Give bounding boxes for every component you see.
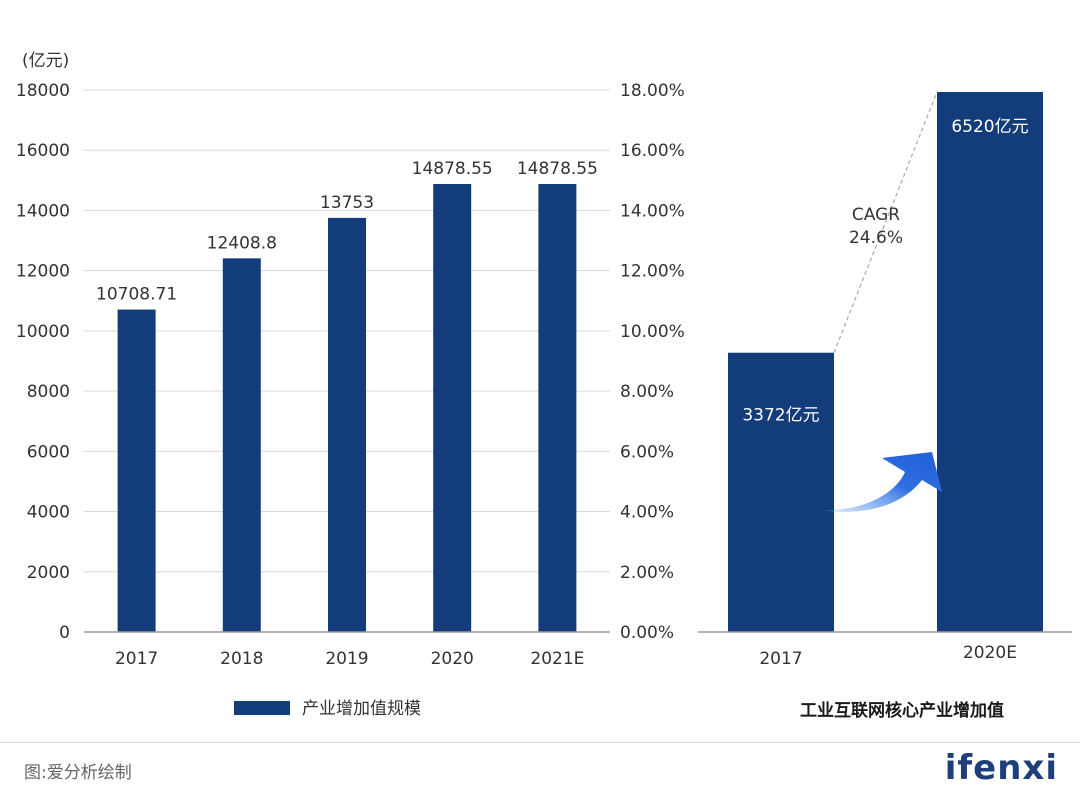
x-tick-label: 2020 bbox=[431, 649, 474, 669]
bar-value-label: 10708.71 bbox=[96, 285, 177, 305]
x-tick-label: 2019 bbox=[325, 649, 368, 669]
x-tick-label: 2020E bbox=[963, 643, 1017, 663]
bar-2020 bbox=[433, 183, 472, 632]
right-bars bbox=[728, 92, 1043, 632]
bar-value-label: 13753 bbox=[320, 193, 374, 213]
y2-tick-label: 12.00% bbox=[620, 262, 685, 282]
y2-tick-label: 10.00% bbox=[620, 322, 685, 342]
y-tick-label: 2000 bbox=[27, 563, 70, 583]
right-chart-title: 工业互联网核心产业增加值 bbox=[800, 700, 1004, 721]
y2-tick-label: 0.00% bbox=[620, 623, 674, 643]
bar-value-label: 3372亿元 bbox=[742, 406, 819, 426]
y-tick-label: 8000 bbox=[27, 382, 70, 402]
right-bar-labels: 3372亿元 6520亿元 bbox=[742, 117, 1028, 426]
x-tick-label: 2018 bbox=[220, 649, 263, 669]
cagr-dashed-line bbox=[833, 91, 938, 353]
cagr-value: 24.6% bbox=[849, 228, 903, 248]
y-tick-label: 14000 bbox=[16, 201, 70, 221]
source-caption: 图:爱分析绘制 bbox=[24, 763, 132, 783]
left-secondary-y-axis-ticks: 0.00% 2.00% 4.00% 6.00% 8.00% 10.00% 12.00% 14.… bbox=[620, 81, 685, 643]
y2-tick-label: 4.00% bbox=[620, 503, 674, 523]
bar-2017 bbox=[117, 309, 156, 632]
bar-2019 bbox=[328, 217, 366, 632]
y-tick-label: 16000 bbox=[16, 141, 70, 161]
legend-swatch bbox=[234, 701, 290, 715]
left-legend: 产业增加值规模 bbox=[234, 699, 421, 719]
left-y-axis-ticks: 0 2000 4000 6000 8000 10000 12000 14000 16000 180… bbox=[16, 81, 70, 643]
bar-2017 bbox=[728, 352, 834, 632]
y-tick-label: 0 bbox=[59, 623, 70, 643]
bar-2020E bbox=[937, 92, 1043, 632]
ifenxi-logo: ifenxi bbox=[944, 748, 1058, 788]
right-x-axis-ticks: 2017 2020E bbox=[759, 643, 1017, 669]
y-tick-label: 12000 bbox=[16, 262, 70, 282]
x-tick-label: 2021E bbox=[530, 649, 584, 669]
cagr-label: CAGR bbox=[852, 205, 900, 225]
y-tick-label: 4000 bbox=[27, 503, 70, 523]
growth-arrow-icon bbox=[820, 452, 942, 512]
bar-value-label: 6520亿元 bbox=[951, 117, 1028, 137]
left-x-axis-ticks: 2017 2018 2019 2020 2021E bbox=[115, 649, 584, 669]
footer-divider bbox=[0, 742, 1080, 743]
y-tick-label: 6000 bbox=[27, 442, 70, 462]
bar-value-label: 12408.8 bbox=[207, 233, 277, 253]
y-tick-label: 10000 bbox=[16, 322, 70, 342]
x-tick-label: 2017 bbox=[115, 649, 158, 669]
left-bars bbox=[117, 183, 577, 632]
bar-2018 bbox=[222, 258, 261, 632]
y2-tick-label: 6.00% bbox=[620, 442, 674, 462]
bar-2021E bbox=[538, 183, 577, 632]
legend-label: 产业增加值规模 bbox=[302, 699, 421, 719]
bar-value-label: 14878.55 bbox=[517, 159, 598, 179]
bar-value-label: 14878.55 bbox=[412, 159, 493, 179]
left-bar-labels: 10708.71 12408.8 13753 14878.55 14878.55 bbox=[96, 159, 598, 305]
y2-tick-label: 14.00% bbox=[620, 201, 685, 221]
y2-tick-label: 8.00% bbox=[620, 382, 674, 402]
y2-tick-label: 16.00% bbox=[620, 141, 685, 161]
x-tick-label: 2017 bbox=[759, 649, 802, 669]
y-tick-label: 18000 bbox=[16, 81, 70, 101]
left-y-axis-label: (亿元) bbox=[22, 51, 69, 71]
y2-tick-label: 18.00% bbox=[620, 81, 685, 101]
y2-tick-label: 2.00% bbox=[620, 563, 674, 583]
